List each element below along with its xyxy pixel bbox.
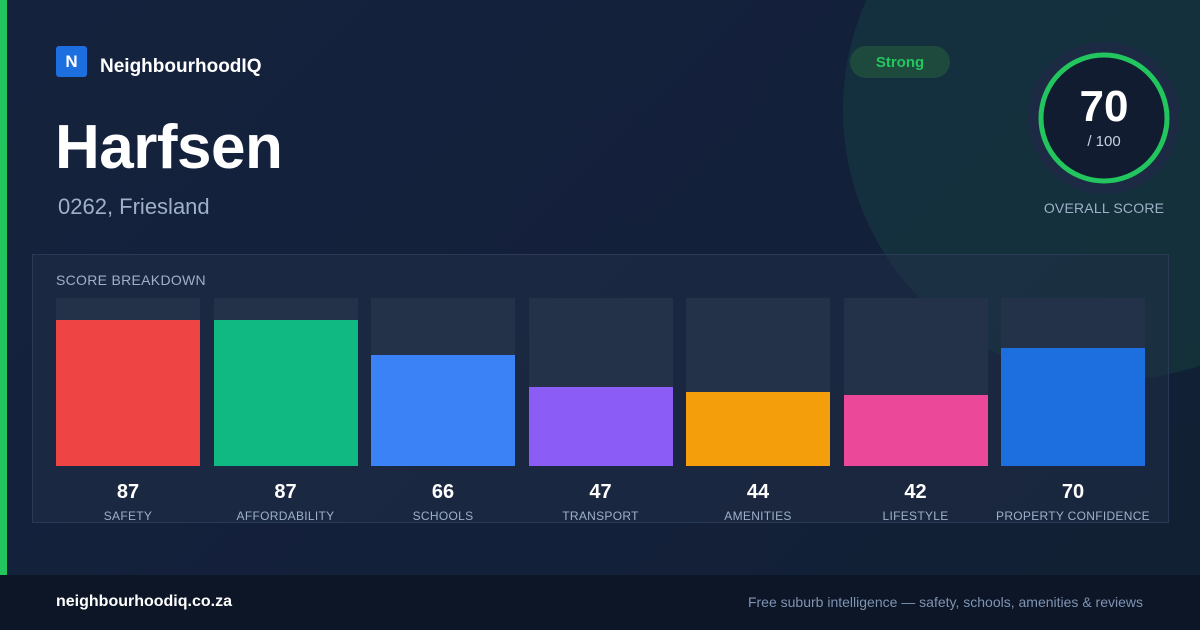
overall-score-max: / 100 bbox=[1087, 133, 1121, 150]
overall-score-ring: 70 / 100 bbox=[1028, 42, 1180, 194]
accent-bar bbox=[0, 0, 7, 575]
overall-score-label: OVERALL SCORE bbox=[1043, 200, 1165, 216]
footer-tagline: Free suburb intelligence — safety, schoo… bbox=[747, 594, 1143, 610]
footer bbox=[0, 575, 1200, 630]
ring-progress bbox=[1038, 52, 1170, 184]
chart-title: SCORE BREAKDOWN bbox=[56, 272, 206, 288]
score-breakdown-panel bbox=[32, 254, 1169, 523]
brand-name: NeighbourhoodIQ bbox=[100, 56, 262, 77]
score-ring-graphic bbox=[1028, 42, 1180, 194]
page-title: Harfsen bbox=[55, 113, 283, 182]
rating-badge: Strong bbox=[850, 46, 950, 78]
logo-icon: N bbox=[56, 46, 87, 77]
footer-url[interactable]: neighbourhoodiq.co.za bbox=[56, 593, 232, 610]
overall-score-value: 70 bbox=[1079, 82, 1129, 131]
location-subtitle: 0262, Friesland bbox=[58, 194, 210, 219]
